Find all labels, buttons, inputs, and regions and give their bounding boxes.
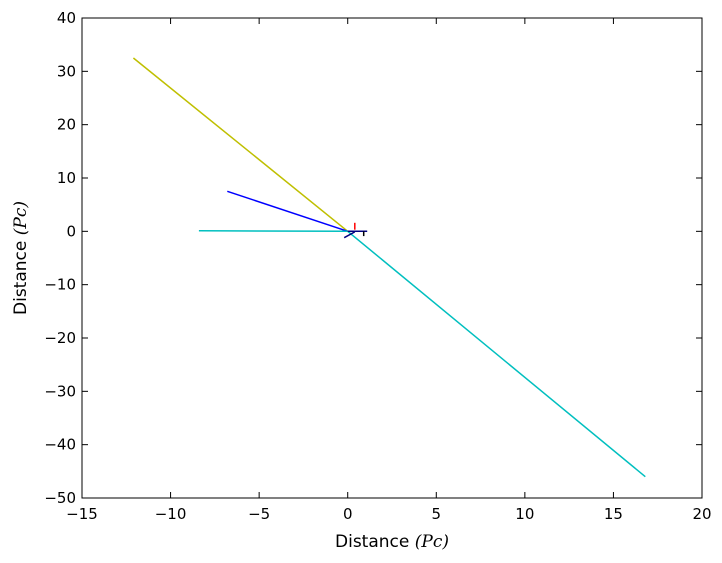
y-axis-label-unit: (Pc) (11, 201, 31, 235)
y-tick-label: −10 (44, 276, 76, 294)
y-tick-label: 30 (57, 62, 76, 80)
x-tick-label: −15 (66, 505, 98, 523)
x-tick-label: −10 (155, 505, 187, 523)
y-tick-label: 10 (57, 169, 76, 187)
series-line-3 (198, 230, 348, 233)
ticks-layer (81, 17, 703, 499)
series-line-4 (347, 230, 646, 478)
series-line-5 (343, 231, 356, 239)
x-tick-label: −5 (248, 505, 270, 523)
x-tick-label: 5 (432, 505, 442, 523)
y-tick-label: −50 (44, 489, 76, 507)
series-line-2 (227, 190, 348, 233)
x-tick-label: 0 (343, 505, 353, 523)
plot-frame (81, 17, 703, 499)
x-tick-label: 15 (604, 505, 623, 523)
y-tick-label: −40 (44, 436, 76, 454)
y-tick-label: −20 (44, 329, 76, 347)
y-tick-label: 20 (57, 116, 76, 134)
series-layer (132, 57, 646, 478)
y-tick-label: 0 (66, 222, 76, 240)
x-tick-label: 10 (515, 505, 534, 523)
y-axis-label: Distance (Pc) (11, 201, 31, 315)
x-axis-label: Distance (Pc) (335, 532, 449, 552)
x-tick-label: 20 (692, 505, 711, 523)
x-axis-label-text: Distance (335, 532, 409, 552)
y-tick-label: −30 (44, 382, 76, 400)
series-line-1 (132, 57, 349, 232)
y-axis-label-text: Distance (11, 241, 31, 315)
y-tick-label: 40 (57, 9, 76, 27)
x-axis-label-unit: (Pc) (415, 532, 449, 552)
